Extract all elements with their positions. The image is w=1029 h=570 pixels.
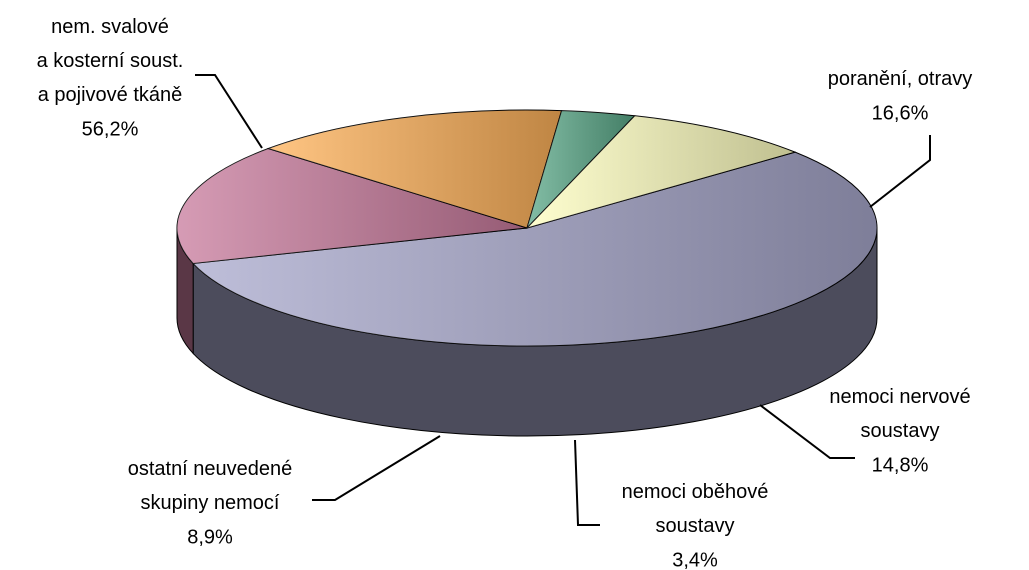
leader-line: [312, 435, 441, 501]
category-label: nem. svalové a kosterní soust. a pojivové …: [37, 16, 184, 106]
category-label: nemoci nervové soustavy: [829, 386, 970, 442]
value-label: 16,6%: [872, 102, 929, 124]
pie-slice-shade: [176, 148, 527, 264]
pie-slice-shade: [193, 152, 877, 347]
leader-line: [574, 439, 600, 526]
value-label: 8,9%: [187, 526, 233, 548]
pie-top: [176, 109, 878, 347]
category-label: poranění, otravy: [828, 68, 973, 90]
pie-slice-shade: [527, 110, 635, 228]
value-label: 14,8%: [872, 454, 929, 476]
leader-line: [869, 135, 931, 208]
leader-line: [759, 404, 855, 459]
value-label: 56,2%: [82, 118, 139, 140]
leader-line: [195, 74, 263, 149]
value-label: 3,4%: [672, 549, 718, 570]
pie-slice-shade: [527, 115, 796, 228]
pie-slice-shade: [268, 110, 562, 228]
category-label: nemoci oběhové soustavy: [622, 481, 769, 537]
category-label: ostatní neuvedené skupiny nemocí: [128, 458, 293, 514]
